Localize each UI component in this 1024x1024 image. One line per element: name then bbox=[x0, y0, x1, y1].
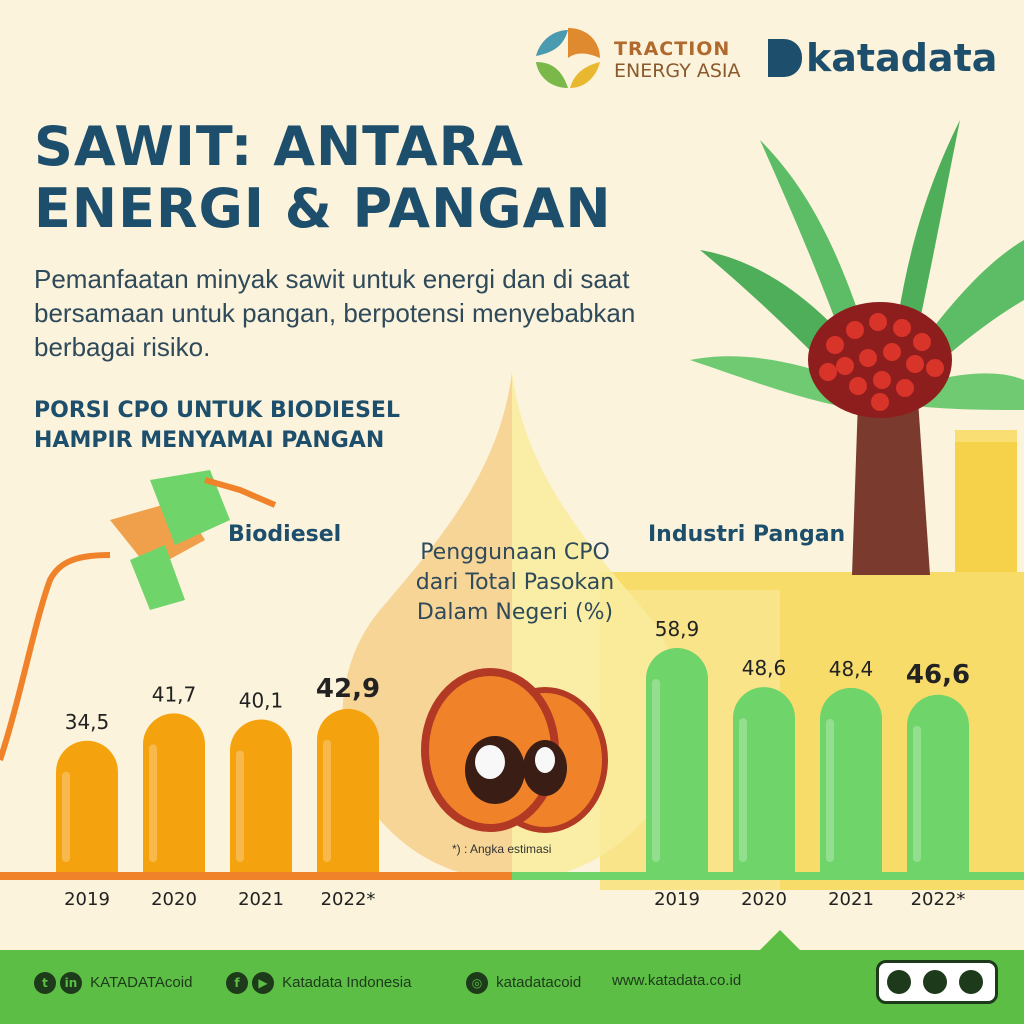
category-label: 2020 bbox=[741, 889, 787, 910]
speech-bubble-tail bbox=[760, 930, 800, 950]
bar-value-label: 40,1 bbox=[239, 688, 284, 712]
traction-logo-line1: TRACTION bbox=[614, 38, 731, 60]
category-label: 2019 bbox=[64, 889, 110, 910]
category-label: 2022* bbox=[911, 889, 966, 910]
facebook-icon: f bbox=[226, 972, 248, 994]
traction-logo: TRACTION ENERGY ASIA bbox=[614, 38, 741, 82]
bar-highlight bbox=[826, 718, 834, 862]
page-subtitle: Pemanfaatan minyak sawit untuk energi da… bbox=[34, 264, 636, 362]
page-title-line1: SAWIT: ANTARA bbox=[34, 115, 524, 178]
bar-pangan-2022 bbox=[907, 694, 969, 872]
bar-value-label: 58,9 bbox=[655, 617, 700, 641]
bar-highlight bbox=[236, 750, 244, 862]
footer-social-instagram[interactable]: ◎ katadatacoid bbox=[466, 972, 581, 994]
bar-value-label: 42,9 bbox=[316, 674, 380, 704]
chart-measure-label: Penggunaan CPO dari Total Pasokan Dalam … bbox=[415, 540, 615, 625]
palm-trunk bbox=[852, 400, 930, 575]
bar-highlight bbox=[652, 679, 660, 862]
instagram-icon: ◎ bbox=[466, 972, 488, 994]
category-label: 2019 bbox=[654, 889, 700, 910]
bar-highlight bbox=[913, 725, 921, 862]
palm-fruit-cut bbox=[421, 668, 608, 833]
bar-value-label: 48,4 bbox=[829, 657, 874, 681]
bar-value-label: 46,6 bbox=[906, 660, 970, 690]
bar-highlight bbox=[149, 744, 157, 862]
footer-social-facebook[interactable]: f ▶ Katadata Indonesia bbox=[226, 972, 411, 994]
traction-logo-icon bbox=[536, 28, 600, 88]
bar-pangan-2019 bbox=[646, 648, 708, 872]
category-label: 2021 bbox=[238, 889, 284, 910]
bar-highlight bbox=[323, 739, 331, 862]
bar-highlight bbox=[62, 771, 70, 862]
section-heading-line1: PORSI CPO UNTUK BIODIESEL bbox=[34, 398, 400, 423]
section-heading-line2: HAMPIR MENYAMAI PANGAN bbox=[34, 428, 385, 453]
katadata-logo-icon bbox=[768, 39, 802, 77]
youtube-icon: ▶ bbox=[252, 972, 274, 994]
bar-highlight bbox=[739, 718, 747, 862]
palm-fruit-bunch bbox=[808, 302, 952, 418]
bar-biodiesel-2020 bbox=[143, 713, 205, 872]
category-label: 2022* bbox=[321, 889, 376, 910]
katadata-logo: katadata bbox=[768, 36, 997, 80]
twitter-icon: t bbox=[34, 972, 56, 994]
category-label: 2021 bbox=[828, 889, 874, 910]
katadata-logo-text: katadata bbox=[806, 36, 998, 80]
footer-handle-1: KATADATAcoid bbox=[90, 973, 193, 991]
traction-logo-line2: ENERGY ASIA bbox=[614, 60, 741, 82]
bar-pangan-2020 bbox=[733, 687, 795, 872]
footer-social-twitter[interactable]: t in KATADATAcoid bbox=[34, 972, 192, 994]
bar-biodiesel-2019 bbox=[56, 740, 118, 872]
footer-bar bbox=[0, 950, 1024, 1024]
bar-value-label: 48,6 bbox=[742, 656, 787, 680]
creative-commons-icon bbox=[876, 960, 998, 1004]
page-title: SAWIT: ANTARA ENERGI & PANGAN bbox=[34, 116, 674, 240]
footer-website-link[interactable]: www.katadata.co.id bbox=[612, 972, 742, 989]
bar-value-label: 34,5 bbox=[65, 710, 110, 734]
series-label-pangan: Industri Pangan bbox=[648, 522, 846, 547]
footnote: *) : Angka estimasi bbox=[452, 842, 552, 856]
bar-pangan-2021 bbox=[820, 687, 882, 872]
footer-handle-3: katadatacoid bbox=[496, 973, 582, 991]
fuel-pump-illustration bbox=[0, 470, 277, 761]
bar-biodiesel-2021 bbox=[230, 719, 292, 872]
bar-value-label: 41,7 bbox=[152, 682, 197, 706]
linkedin-icon: in bbox=[60, 972, 82, 994]
section-heading: PORSI CPO UNTUK BIODIESEL HAMPIR MENYAMA… bbox=[34, 396, 494, 456]
page-title-line2: ENERGI & PANGAN bbox=[34, 177, 612, 240]
footer-handle-2: Katadata Indonesia bbox=[282, 973, 412, 991]
category-label: 2020 bbox=[151, 889, 197, 910]
bar-biodiesel-2022 bbox=[317, 708, 379, 872]
series-label-biodiesel: Biodiesel bbox=[228, 522, 342, 547]
